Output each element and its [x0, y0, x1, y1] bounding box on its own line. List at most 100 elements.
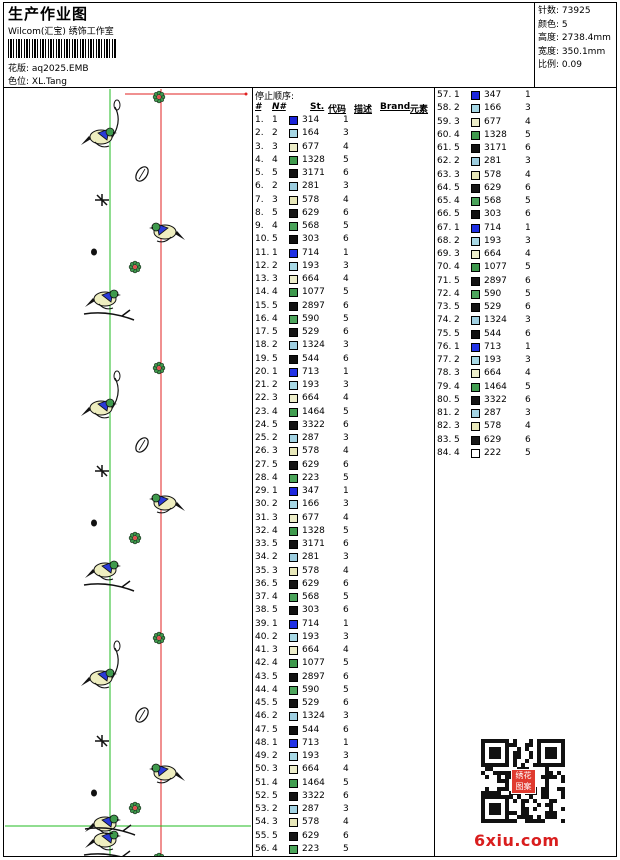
needle-number: 4 [272, 472, 278, 483]
element-number: 6 [343, 539, 349, 549]
stop-number: 19. [255, 353, 270, 364]
color-swatch [289, 129, 298, 139]
thread-code: 1077 [302, 658, 325, 669]
col-header-needle: N# [272, 102, 286, 112]
right-row: 84. 4 222 5 [437, 447, 612, 460]
col-header-code: 代码 [328, 105, 347, 115]
col-header-stop: # [255, 102, 262, 112]
element-number: 5 [343, 154, 349, 165]
thread-code: 166 [302, 499, 320, 510]
stop-number: 26. [255, 446, 270, 457]
needle-number: 1 [272, 247, 278, 258]
color-swatch [289, 818, 298, 828]
left-row: 24. 5 3322 6 [255, 419, 430, 432]
left-row: 44. 4 590 5 [255, 684, 430, 697]
needle-number: 2 [272, 181, 278, 192]
needle-number: 1 [272, 486, 278, 496]
stop-number: 42. [255, 658, 270, 669]
color-swatch [471, 117, 480, 127]
thread-code: 281 [302, 181, 320, 192]
color-swatch [289, 288, 298, 298]
needle-number: 5 [272, 419, 278, 430]
element-number: 1 [525, 222, 531, 233]
element-number: 3 [525, 408, 531, 418]
needle-number: 4 [272, 684, 278, 695]
thread-code: 529 [484, 302, 502, 312]
element-number: 5 [343, 472, 349, 483]
color-swatch [471, 104, 480, 114]
color-swatch [289, 222, 298, 231]
thread-code: 3171 [302, 539, 325, 549]
element-number: 4 [343, 393, 349, 404]
color-swatch [289, 328, 298, 337]
stop-number: 13. [255, 274, 270, 284]
thread-code: 1464 [302, 777, 325, 788]
left-row: 35. 3 578 4 [255, 565, 430, 578]
element-number: 6 [343, 698, 349, 708]
color-swatch [471, 289, 480, 299]
color-swatch [289, 434, 298, 443]
element-number: 6 [343, 830, 349, 841]
stop-number: 49. [255, 751, 270, 761]
needle-number: 1 [454, 341, 460, 352]
stop-number: 58. [437, 103, 452, 114]
element-number: 3 [525, 103, 531, 114]
right-row: 72. 4 590 5 [437, 288, 612, 301]
stop-number: 72. [437, 288, 452, 299]
needle-number: 5 [454, 434, 460, 445]
stat-height: 高度: 2738.4mm [538, 33, 611, 43]
left-row: 12. 2 193 3 [255, 260, 430, 273]
color-swatch [289, 844, 298, 854]
stop-number: 46. [255, 711, 270, 722]
thread-code: 578 [302, 565, 320, 576]
watermark: 6xiu.com [474, 831, 560, 850]
left-row: 1. 1 314 1 [255, 114, 430, 127]
color-swatch [289, 487, 298, 496]
needle-number: 4 [272, 777, 278, 788]
stop-number: 57. [437, 90, 452, 100]
right-row: 83. 5 629 6 [437, 434, 612, 447]
stop-number: 52. [255, 790, 270, 801]
stop-number: 40. [255, 631, 270, 642]
file-info: 花版: aq2025.EMB [8, 61, 89, 74]
needle-number: 4 [272, 592, 278, 602]
needle-number: 5 [272, 830, 278, 841]
element-number: 1 [525, 341, 531, 352]
left-row: 11. 1 714 1 [255, 247, 430, 260]
left-row: 53. 2 287 3 [255, 803, 430, 816]
needle-number: 5 [272, 353, 278, 364]
seal-icon: 绣花图案 [511, 769, 536, 794]
thread-code: 664 [302, 645, 320, 655]
stop-number: 66. [437, 209, 452, 220]
sprig-motif [95, 194, 109, 206]
thread-code: 544 [302, 724, 320, 735]
element-number: 3 [343, 711, 349, 722]
element-number: 4 [343, 817, 349, 828]
thread-code: 2897 [484, 275, 507, 286]
stop-number: 29. [255, 486, 270, 496]
element-number: 3 [343, 380, 349, 390]
color-swatch [471, 329, 480, 339]
needle-number: 2 [272, 128, 278, 139]
stop-number: 35. [255, 565, 270, 576]
thread-code: 664 [302, 764, 320, 775]
color-swatch [289, 672, 298, 682]
stop-number: 51. [255, 777, 270, 788]
left-row: 31. 3 677 4 [255, 512, 430, 525]
bird-motif [81, 668, 117, 689]
flower-motif [128, 260, 142, 274]
sprig-motif [95, 735, 109, 747]
thread-code: 568 [302, 221, 320, 231]
needle-number: 4 [454, 381, 460, 392]
element-number: 5 [343, 313, 349, 324]
stop-number: 11. [255, 247, 270, 258]
thread-code: 714 [484, 222, 502, 233]
right-row: 58. 2 166 3 [437, 102, 612, 115]
branch-motif [83, 580, 135, 592]
thread-code: 677 [302, 512, 320, 523]
thread-code: 3322 [484, 394, 507, 405]
color-swatch [289, 381, 298, 390]
bird-motif [81, 398, 117, 419]
flower-motif [152, 361, 166, 375]
thread-code: 3171 [302, 168, 325, 178]
